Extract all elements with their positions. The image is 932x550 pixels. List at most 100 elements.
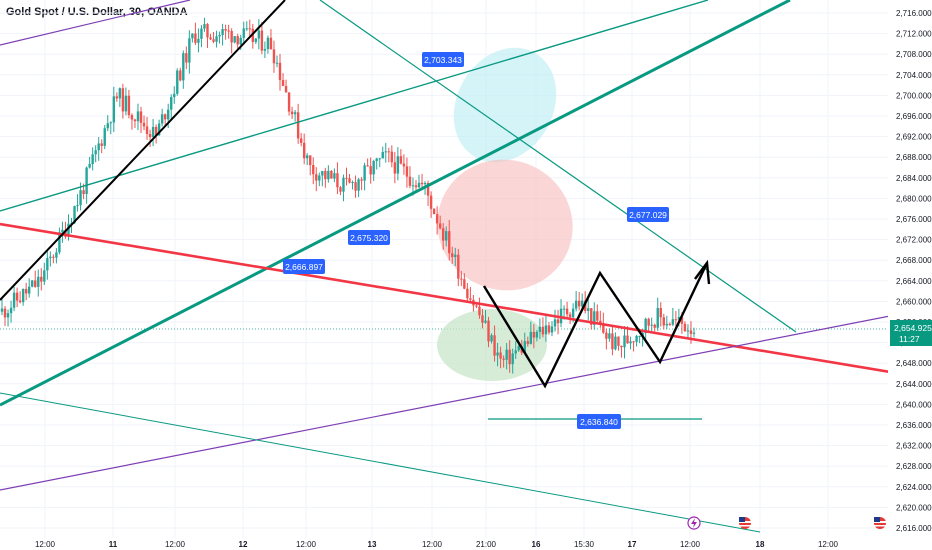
candle-body	[665, 323, 669, 326]
candle-body	[97, 143, 100, 151]
candle-body	[251, 28, 255, 42]
candle-body	[9, 307, 13, 314]
candle-body	[596, 311, 599, 321]
price-label-text: 2,666.897	[285, 262, 323, 272]
candle-body	[526, 341, 529, 344]
candle-body	[296, 112, 300, 139]
candle-body	[532, 331, 536, 338]
candle-body	[626, 335, 629, 344]
candle-body	[466, 288, 469, 299]
lightning-icon[interactable]	[687, 516, 701, 530]
candle-body	[37, 276, 40, 287]
price-axis[interactable]: 2,716.000 2,712.000 2,708.000 2,704.000 2,70…	[888, 0, 932, 550]
candle-body	[100, 143, 103, 146]
candle-body	[167, 109, 170, 120]
candle-body	[287, 92, 291, 112]
candle-body	[6, 313, 10, 318]
time-tick-label: 12:00	[35, 540, 56, 549]
candle-body	[677, 317, 681, 320]
candle-body	[112, 96, 116, 123]
price-label-box[interactable]	[422, 52, 464, 67]
candle-body	[674, 319, 678, 321]
candle-body	[357, 179, 360, 191]
time-tick-label: 21:00	[476, 540, 497, 549]
chart-title: Gold Spot / U.S. Dollar, 30, OANDA	[6, 6, 188, 18]
time-tick-label: 12:00	[422, 540, 443, 549]
current-price-value: 2,654.925	[894, 323, 932, 333]
candle-body	[224, 29, 227, 31]
candle-body	[363, 165, 366, 181]
us-flag-icon[interactable]	[739, 517, 751, 529]
trendline-green-thin[interactable]	[0, 0, 709, 212]
highlight-ellipse-green[interactable]	[437, 309, 547, 381]
candle-body	[602, 323, 605, 333]
price-axis-bg	[888, 0, 932, 550]
candle-body	[366, 165, 369, 167]
candle-body	[269, 37, 273, 50]
candle-body	[568, 314, 572, 318]
trendline-green-lower[interactable]	[0, 392, 761, 533]
candle-body	[139, 111, 143, 123]
candle-body	[151, 126, 155, 138]
time-tick-label: 12:00	[296, 540, 317, 549]
candle-body	[191, 33, 194, 39]
candle-body	[88, 164, 91, 168]
candle-body	[118, 88, 122, 99]
trendline-green-thick[interactable]	[0, 0, 791, 407]
price-label-box[interactable]	[348, 230, 390, 245]
price-label-box[interactable]	[627, 207, 669, 222]
candle-body	[206, 24, 209, 38]
candle-body	[432, 208, 436, 215]
candle-body	[351, 182, 354, 184]
current-price-tag[interactable]	[890, 320, 932, 346]
price-label-box[interactable]	[577, 414, 621, 429]
candle-body	[170, 97, 173, 110]
candle-body	[508, 349, 511, 365]
candle-body	[324, 171, 327, 180]
highlight-ellipse-cyan[interactable]	[433, 29, 576, 181]
candle-body	[342, 177, 345, 192]
price-tick-label: 2,616.000	[896, 524, 932, 533]
candle-body	[27, 286, 31, 294]
candle-body	[644, 318, 647, 334]
price-tick-label: 2,672.000	[896, 236, 932, 245]
candle-body	[632, 341, 635, 343]
candle-body	[638, 335, 641, 337]
price-label-box[interactable]	[283, 259, 325, 274]
us-flag-icon[interactable]	[874, 517, 886, 529]
candle-body	[605, 332, 608, 339]
candle-body	[408, 176, 412, 186]
trendline-black-up[interactable]	[0, 0, 286, 301]
candle-body	[236, 36, 239, 45]
candle-body	[387, 151, 390, 153]
candle-body	[182, 53, 185, 81]
candle-body	[79, 190, 82, 206]
candle-body	[511, 353, 514, 365]
projection-path[interactable]	[482, 262, 709, 389]
candle-body	[103, 128, 106, 146]
candle-body	[278, 62, 282, 81]
candle-body	[535, 331, 539, 338]
candle-body	[227, 30, 230, 32]
trendline-purple-bottom[interactable]	[0, 315, 891, 491]
candle-body	[327, 170, 330, 180]
highlight-ellipse-red[interactable]	[419, 141, 591, 310]
candle-body	[43, 270, 46, 282]
candle-body	[414, 185, 418, 188]
candle-body	[544, 325, 548, 335]
trendline-green-descending[interactable]	[319, 0, 797, 333]
trend-lines	[0, 0, 891, 533]
time-axis[interactable]: 12:00 11 12:00 12 12:00 13 12:00 21:00 16 15:30 17…	[0, 538, 888, 550]
trendline-red[interactable]	[0, 222, 891, 374]
candle-body	[3, 308, 7, 318]
candle-body	[76, 205, 79, 207]
grid	[0, 0, 888, 538]
candle-body	[233, 36, 236, 43]
trendline-purple-top[interactable]	[0, 0, 191, 46]
candle-body	[411, 185, 415, 187]
candle-body	[260, 30, 264, 51]
candle-body	[221, 29, 224, 35]
candle-body	[659, 308, 662, 318]
candle-body	[73, 206, 76, 224]
